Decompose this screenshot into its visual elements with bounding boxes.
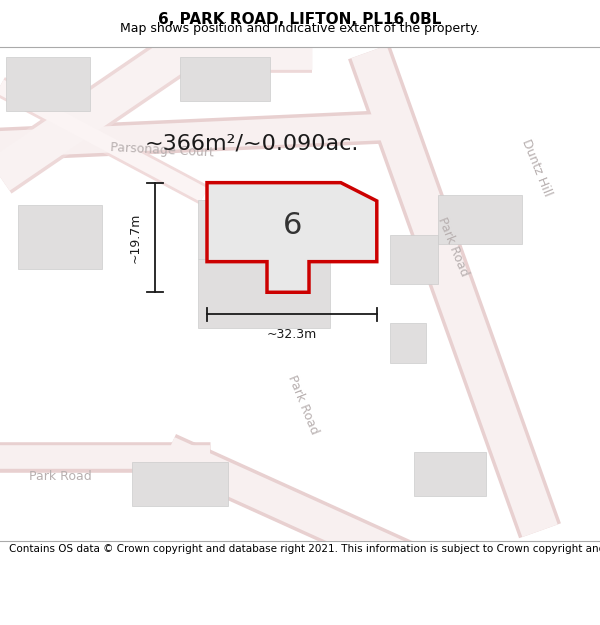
Text: ~32.3m: ~32.3m [267, 328, 317, 341]
Text: 6, PARK ROAD, LIFTON, PL16 0BL: 6, PARK ROAD, LIFTON, PL16 0BL [158, 12, 442, 27]
Text: Map shows position and indicative extent of the property.: Map shows position and indicative extent… [120, 22, 480, 35]
Text: Park Road: Park Road [29, 470, 91, 483]
Text: ~366m²/~0.090ac.: ~366m²/~0.090ac. [145, 133, 359, 153]
Text: ~19.7m: ~19.7m [129, 213, 142, 262]
Text: 6: 6 [283, 211, 302, 240]
Text: Parsonage Court: Parsonage Court [110, 141, 214, 160]
Polygon shape [207, 182, 377, 292]
Polygon shape [414, 452, 486, 496]
Text: Park Road: Park Road [435, 216, 471, 278]
Polygon shape [390, 323, 426, 363]
Text: Contains OS data © Crown copyright and database right 2021. This information is : Contains OS data © Crown copyright and d… [9, 544, 600, 554]
Polygon shape [198, 200, 330, 259]
Polygon shape [6, 57, 90, 111]
Text: Duntz Hill: Duntz Hill [520, 138, 554, 198]
Text: Park Road: Park Road [285, 373, 321, 436]
Polygon shape [180, 57, 270, 101]
Polygon shape [18, 205, 102, 269]
Polygon shape [438, 195, 522, 244]
Polygon shape [132, 462, 228, 506]
Polygon shape [198, 259, 330, 328]
Polygon shape [390, 234, 438, 284]
